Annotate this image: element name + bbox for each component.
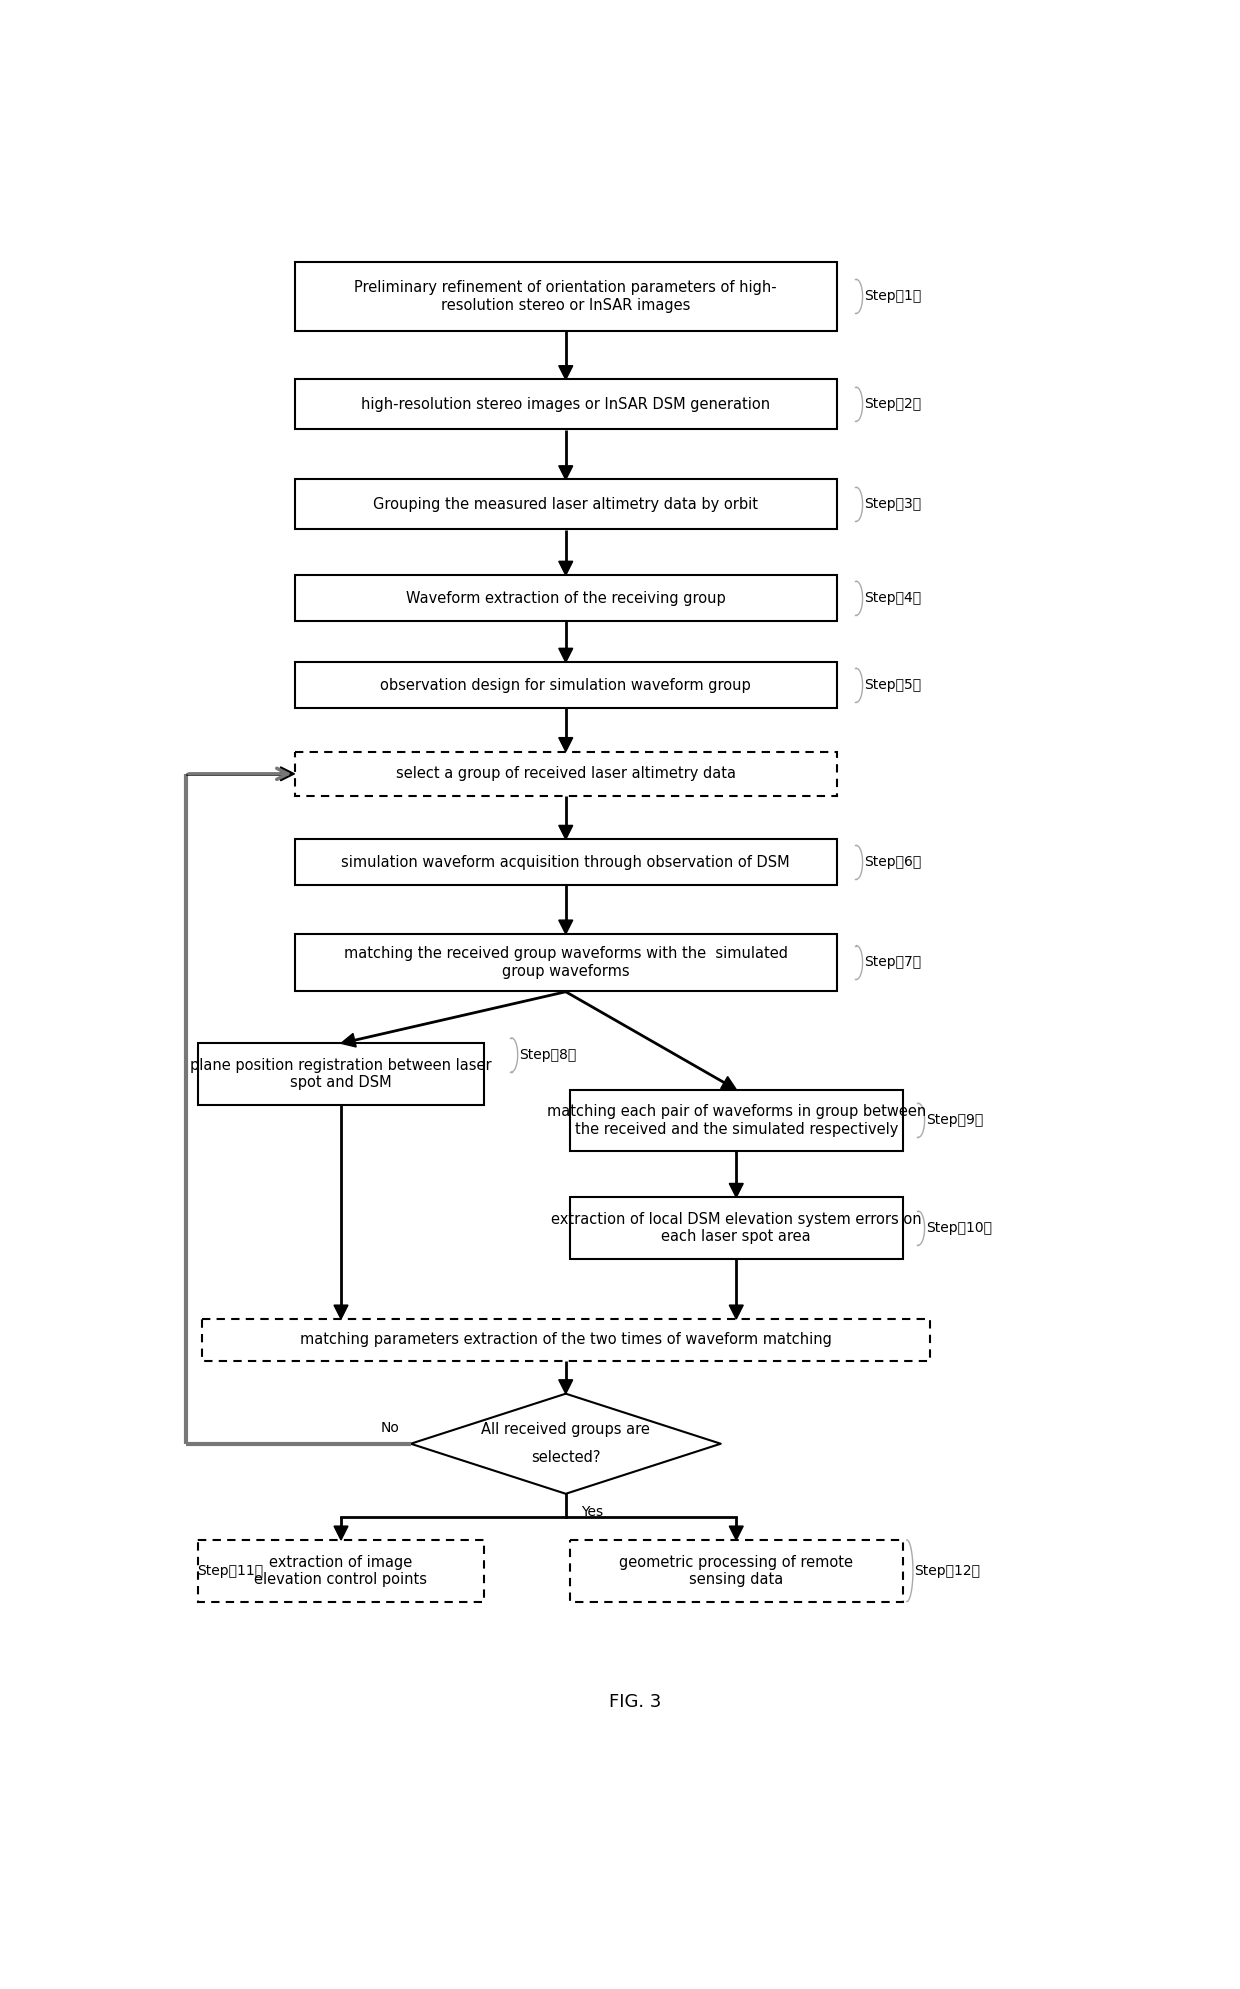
Text: extraction of image
elevation control points: extraction of image elevation control po… bbox=[254, 1555, 428, 1587]
Text: Preliminary refinement of orientation parameters of high-
resolution stereo or I: Preliminary refinement of orientation pa… bbox=[355, 280, 777, 312]
Text: plane position registration between laser
spot and DSM: plane position registration between lase… bbox=[190, 1058, 492, 1090]
FancyBboxPatch shape bbox=[295, 263, 837, 330]
FancyBboxPatch shape bbox=[569, 1090, 903, 1152]
Text: Step（5）: Step（5） bbox=[864, 678, 921, 692]
Text: selected?: selected? bbox=[531, 1450, 600, 1466]
Text: Step（8）: Step（8） bbox=[520, 1048, 577, 1062]
Text: No: No bbox=[381, 1422, 399, 1436]
FancyBboxPatch shape bbox=[295, 380, 837, 430]
Text: Step（10）: Step（10） bbox=[926, 1221, 992, 1235]
Text: Step（11）: Step（11） bbox=[197, 1563, 264, 1577]
Text: matching each pair of waveforms in group between
the received and the simulated : matching each pair of waveforms in group… bbox=[547, 1104, 926, 1136]
Text: observation design for simulation waveform group: observation design for simulation wavefo… bbox=[381, 678, 751, 692]
Text: simulation waveform acquisition through observation of DSM: simulation waveform acquisition through … bbox=[341, 855, 790, 869]
Polygon shape bbox=[559, 738, 573, 752]
Polygon shape bbox=[334, 1526, 348, 1539]
Text: Step（2）: Step（2） bbox=[864, 398, 921, 412]
Text: Step（4）: Step（4） bbox=[864, 591, 921, 605]
Text: FIG. 3: FIG. 3 bbox=[609, 1693, 662, 1711]
Text: geometric processing of remote
sensing data: geometric processing of remote sensing d… bbox=[619, 1555, 853, 1587]
Polygon shape bbox=[410, 1394, 720, 1494]
Text: select a group of received laser altimetry data: select a group of received laser altimet… bbox=[396, 766, 735, 782]
Polygon shape bbox=[280, 768, 295, 782]
Polygon shape bbox=[559, 1380, 573, 1394]
FancyBboxPatch shape bbox=[569, 1539, 903, 1601]
Polygon shape bbox=[559, 366, 573, 380]
Text: Waveform extraction of the receiving group: Waveform extraction of the receiving gro… bbox=[405, 591, 725, 607]
FancyBboxPatch shape bbox=[295, 839, 837, 885]
FancyBboxPatch shape bbox=[295, 752, 837, 796]
Text: Step（6）: Step（6） bbox=[864, 855, 921, 869]
Polygon shape bbox=[729, 1305, 743, 1319]
FancyBboxPatch shape bbox=[197, 1539, 485, 1601]
Text: Yes: Yes bbox=[582, 1506, 604, 1520]
Polygon shape bbox=[559, 921, 573, 935]
FancyBboxPatch shape bbox=[295, 933, 837, 991]
Text: All received groups are: All received groups are bbox=[481, 1422, 650, 1438]
Text: Grouping the measured laser altimetry data by orbit: Grouping the measured laser altimetry da… bbox=[373, 497, 758, 511]
Text: Step（1）: Step（1） bbox=[864, 290, 921, 304]
Polygon shape bbox=[559, 561, 573, 575]
Text: Step（7）: Step（7） bbox=[864, 955, 921, 969]
Text: Step（12）: Step（12） bbox=[915, 1563, 981, 1577]
FancyBboxPatch shape bbox=[295, 575, 837, 621]
FancyBboxPatch shape bbox=[295, 479, 837, 529]
Polygon shape bbox=[341, 1034, 356, 1046]
Polygon shape bbox=[559, 465, 573, 479]
Polygon shape bbox=[729, 1526, 743, 1539]
Text: matching parameters extraction of the two times of waveform matching: matching parameters extraction of the tw… bbox=[300, 1333, 832, 1347]
Text: high-resolution stereo images or InSAR DSM generation: high-resolution stereo images or InSAR D… bbox=[361, 396, 770, 412]
Text: extraction of local DSM elevation system errors on
each laser spot area: extraction of local DSM elevation system… bbox=[551, 1211, 921, 1245]
Polygon shape bbox=[334, 1305, 348, 1319]
FancyBboxPatch shape bbox=[201, 1319, 930, 1360]
Polygon shape bbox=[729, 1183, 743, 1197]
Text: Step（3）: Step（3） bbox=[864, 497, 921, 511]
Text: Step（9）: Step（9） bbox=[926, 1114, 983, 1128]
Polygon shape bbox=[720, 1076, 737, 1090]
Polygon shape bbox=[559, 825, 573, 839]
FancyBboxPatch shape bbox=[569, 1197, 903, 1259]
FancyBboxPatch shape bbox=[295, 662, 837, 708]
Polygon shape bbox=[559, 648, 573, 662]
Text: matching the received group waveforms with the  simulated
group waveforms: matching the received group waveforms wi… bbox=[343, 947, 787, 979]
FancyBboxPatch shape bbox=[197, 1044, 485, 1106]
